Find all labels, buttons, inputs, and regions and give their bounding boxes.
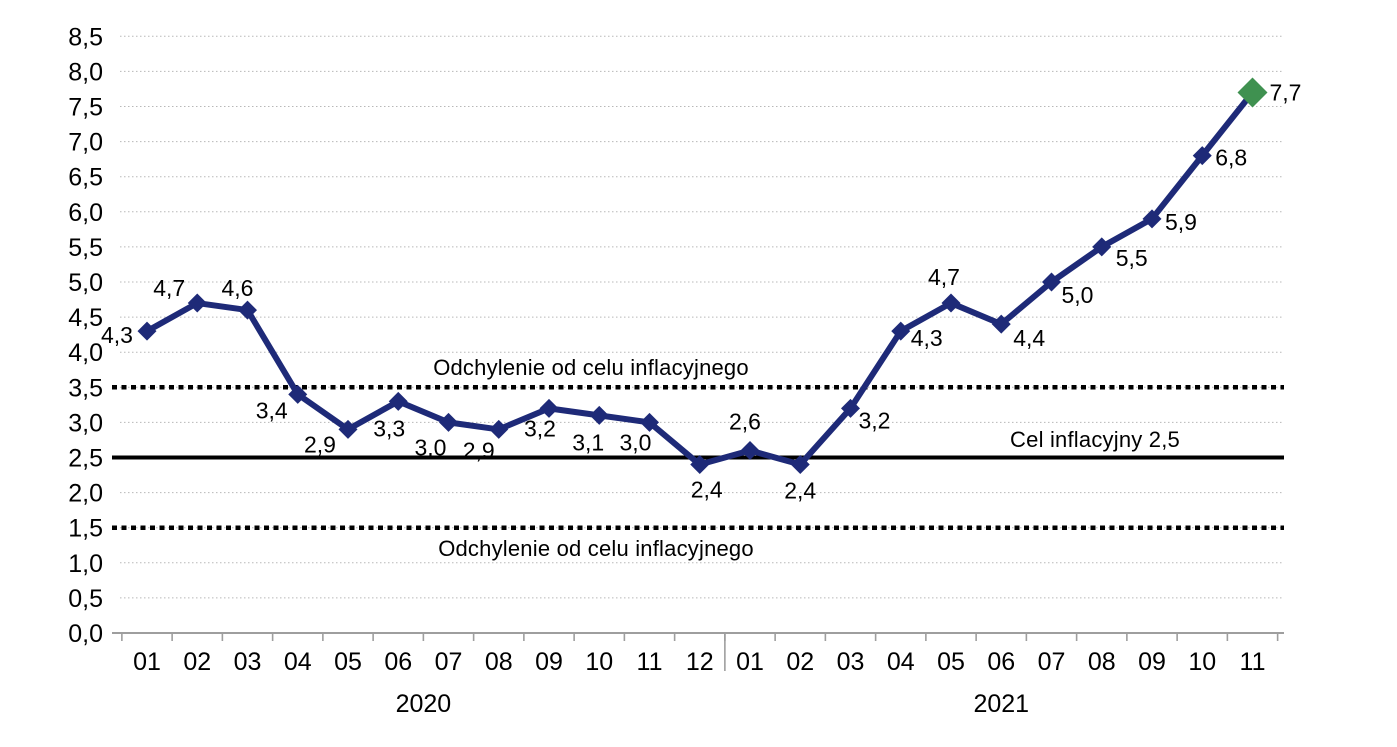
y-axis-label: 2,0 [68, 480, 103, 508]
data-point-label: 6,8 [1215, 145, 1247, 171]
y-axis-label: 6,0 [68, 199, 103, 227]
month-label: 08 [1088, 648, 1116, 676]
month-label: 06 [384, 648, 412, 676]
month-label: 03 [837, 648, 865, 676]
deviation-lower-label: Odchylenie od celu inflacyjnego [438, 536, 754, 561]
data-point-marker [137, 321, 157, 341]
data-point-marker [288, 384, 308, 404]
month-label: 04 [284, 648, 312, 676]
month-label: 04 [887, 648, 915, 676]
month-label: 06 [987, 648, 1015, 676]
y-axis-label: 6,5 [68, 164, 103, 192]
y-axis-label: 4,0 [68, 339, 103, 367]
data-point-marker [489, 419, 509, 439]
data-point-label: 5,0 [1062, 282, 1094, 308]
data-point-label: 3,4 [256, 397, 288, 423]
data-point-label: 2,9 [463, 437, 495, 463]
data-point-marker [1092, 237, 1112, 257]
month-label: 01 [133, 648, 161, 676]
data-point-label: 4,3 [911, 325, 943, 351]
month-label: 05 [937, 648, 965, 676]
y-axis-label: 7,5 [68, 94, 103, 122]
y-axis-label: 3,0 [68, 409, 103, 437]
data-point-marker-last [1237, 77, 1268, 108]
y-axis-label: 5,5 [68, 234, 103, 262]
data-point-label: 7,7 [1270, 79, 1302, 105]
year-label: 2020 [396, 690, 452, 718]
data-point-marker [640, 412, 659, 432]
data-point-marker [740, 440, 760, 460]
target-line-label: Cel inflacyjny 2,5 [1010, 427, 1180, 452]
data-point-label: 2,9 [304, 431, 336, 457]
data-point-label: 3,2 [524, 415, 556, 441]
y-axis-label: 7,0 [68, 129, 103, 157]
month-label: 07 [435, 648, 463, 676]
month-label: 08 [485, 648, 513, 676]
y-axis-label: 8,5 [68, 23, 103, 51]
data-point-label: 4,3 [101, 322, 133, 348]
data-point-label: 4,6 [222, 275, 254, 301]
data-point-marker [790, 455, 810, 475]
data-point-label: 3,1 [572, 429, 604, 455]
y-axis-label: 1,0 [68, 550, 103, 578]
data-point-marker [338, 419, 358, 439]
data-point-marker [1192, 146, 1212, 166]
y-axis-label: 8,0 [68, 58, 103, 86]
data-point-marker [891, 321, 911, 341]
data-point-label: 2,4 [691, 477, 723, 503]
month-label: 09 [1138, 648, 1166, 676]
data-line [144, 89, 1256, 468]
data-point-marker [690, 455, 710, 475]
month-label: 07 [1038, 648, 1066, 676]
month-label: 05 [334, 648, 362, 676]
month-label: 02 [786, 648, 814, 676]
y-axis-label: 0,5 [68, 585, 103, 613]
year-label: 2021 [973, 690, 1029, 718]
data-point-marker [539, 398, 559, 418]
data-point-label: 3,0 [415, 434, 447, 460]
month-label: 10 [585, 648, 613, 676]
month-label: 10 [1188, 648, 1216, 676]
data-point-label: 4,4 [1013, 325, 1045, 351]
data-point-label: 3,2 [859, 407, 891, 433]
month-label: 09 [535, 648, 563, 676]
data-point-label: 3,3 [373, 415, 405, 441]
data-point-label: 4,7 [928, 264, 960, 290]
data-point-label: 5,9 [1165, 209, 1197, 235]
data-point-marker [439, 412, 458, 432]
data-point-label: 5,5 [1116, 245, 1148, 271]
y-axis-label: 2,5 [68, 445, 103, 473]
data-point-marker [991, 314, 1011, 334]
y-axis-label: 1,5 [68, 515, 103, 543]
month-label: 03 [234, 648, 262, 676]
data-point-marker [388, 391, 408, 411]
month-label: 02 [183, 648, 211, 676]
data-point-label: 3,0 [620, 429, 652, 455]
data-point-label: 4,7 [153, 275, 185, 301]
data-point-marker [589, 405, 609, 425]
data-point-marker [187, 293, 207, 313]
data-point-label: 2,4 [784, 478, 816, 504]
data-point-marker [1042, 272, 1061, 292]
y-axis-label: 3,5 [68, 374, 103, 402]
data-point-label: 2,6 [729, 408, 761, 434]
deviation-upper-label: Odchylenie od celu inflacyjnego [433, 355, 749, 380]
data-point-marker [841, 398, 860, 418]
y-axis-label: 5,0 [68, 269, 103, 297]
data-point-marker [941, 293, 961, 313]
month-label: 12 [686, 648, 714, 676]
y-axis-label: 0,0 [68, 620, 103, 648]
month-label: 11 [1240, 648, 1266, 676]
data-point-marker [238, 300, 257, 320]
month-label: 01 [736, 648, 764, 676]
month-label: 11 [637, 648, 663, 676]
y-axis-label: 4,5 [68, 304, 103, 332]
data-point-marker [1142, 209, 1162, 229]
